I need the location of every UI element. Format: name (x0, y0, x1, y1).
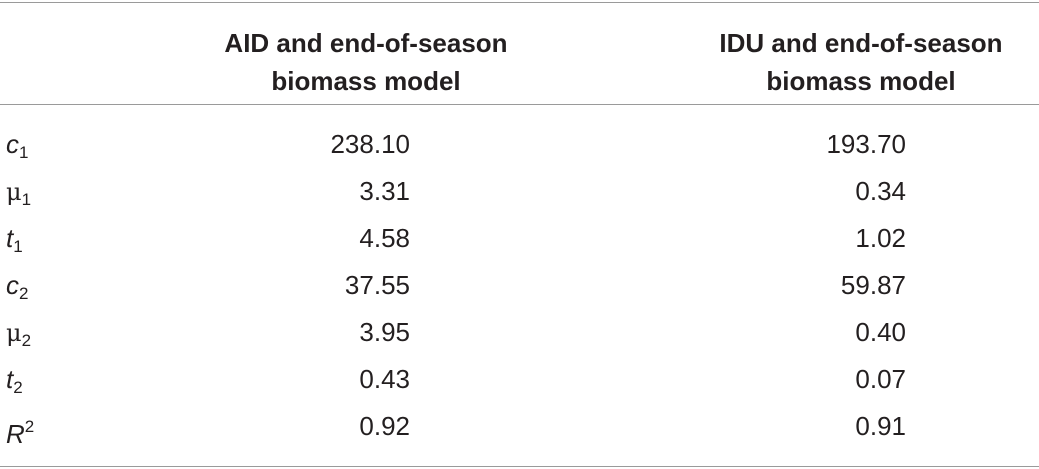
idu-model-value: 0.07 (855, 364, 906, 394)
table-row: μ1 3.31 0.34 (0, 168, 1039, 215)
header-idu-model: IDU and end-of-season biomass model (691, 24, 1031, 100)
aid-model-value: 238.10 (330, 129, 410, 159)
parameter-subscript: 2 (21, 331, 32, 350)
row-parameter-label: t2 (6, 356, 23, 403)
table-row: t1 4.58 1.02 (0, 215, 1039, 262)
idu-model-value: 193.70 (826, 129, 906, 159)
row-parameter-label: R2 (6, 403, 34, 450)
table-header-rule (0, 104, 1039, 105)
parameter-symbol: t (6, 364, 14, 394)
header-aid-model: AID and end-of-season biomass model (196, 24, 536, 100)
parameter-subscript: 1 (19, 143, 29, 162)
header-aid-line1: AID and end-of-season (224, 28, 508, 58)
header-idu-line1: IDU and end-of-season (719, 28, 1003, 58)
idu-model-value: 0.91 (855, 411, 906, 441)
aid-model-value: 37.55 (344, 270, 410, 300)
parameter-superscript: 2 (24, 417, 35, 436)
parameter-symbol: μ (6, 178, 22, 206)
parameter-subscript: 2 (19, 284, 29, 303)
idu-model-value: 0.34 (855, 176, 906, 206)
parameter-symbol: c (6, 270, 19, 300)
parameter-symbol: R (6, 419, 25, 449)
aid-model-value: 0.43 (359, 364, 410, 394)
parameter-symbol: t (6, 223, 14, 253)
table-row: μ2 3.95 0.40 (0, 309, 1039, 356)
table-row: c2 37.55 59.87 (0, 262, 1039, 309)
table-bottom-rule (0, 466, 1039, 467)
parameter-subscript: 2 (13, 378, 23, 397)
table-body: c1 238.10 193.70 μ1 3.31 0.34 t1 4.58 1.02 c2 37.5… (0, 121, 1039, 450)
table-row: R2 0.92 0.91 (0, 403, 1039, 450)
parameter-subscript: 1 (13, 237, 23, 256)
header-aid-line2: biomass model (271, 66, 461, 96)
idu-model-value: 0.40 (855, 317, 906, 347)
aid-model-value: 4.58 (359, 223, 410, 253)
table-row: c1 238.10 193.70 (0, 121, 1039, 168)
row-parameter-label: c1 (6, 121, 28, 168)
header-idu-line2: biomass model (766, 66, 956, 96)
parameter-symbol: μ (6, 319, 22, 347)
row-parameter-label: μ2 (6, 309, 31, 356)
row-parameter-label: t1 (6, 215, 23, 262)
table-top-rule (0, 2, 1039, 3)
parameter-subscript: 1 (21, 190, 32, 209)
idu-model-value: 59.87 (840, 270, 906, 300)
aid-model-value: 3.95 (359, 317, 410, 347)
aid-model-value: 3.31 (359, 176, 410, 206)
row-parameter-label: c2 (6, 262, 28, 309)
aid-model-value: 0.92 (359, 411, 410, 441)
table-row: t2 0.43 0.07 (0, 356, 1039, 403)
row-parameter-label: μ1 (6, 168, 31, 215)
parameter-symbol: c (6, 129, 19, 159)
idu-model-value: 1.02 (855, 223, 906, 253)
